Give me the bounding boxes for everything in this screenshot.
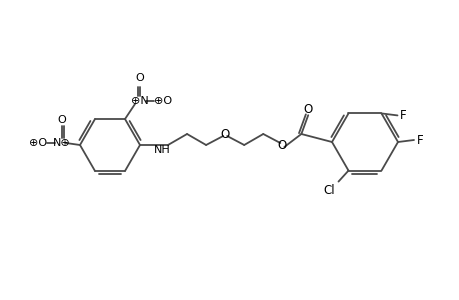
Text: NH: NH	[153, 145, 170, 155]
Text: N⊕: N⊕	[53, 138, 71, 148]
Text: Cl: Cl	[323, 184, 335, 197]
Text: O: O	[277, 139, 286, 152]
Text: ⊕N: ⊕N	[131, 96, 149, 106]
Text: ⊕O: ⊕O	[154, 96, 172, 106]
Text: F: F	[399, 109, 406, 122]
Text: ⊕O: ⊕O	[29, 138, 47, 148]
Text: F: F	[416, 134, 422, 146]
Text: O: O	[220, 128, 230, 140]
Text: O: O	[57, 115, 66, 125]
Text: O: O	[303, 103, 312, 116]
Text: O: O	[135, 73, 144, 83]
